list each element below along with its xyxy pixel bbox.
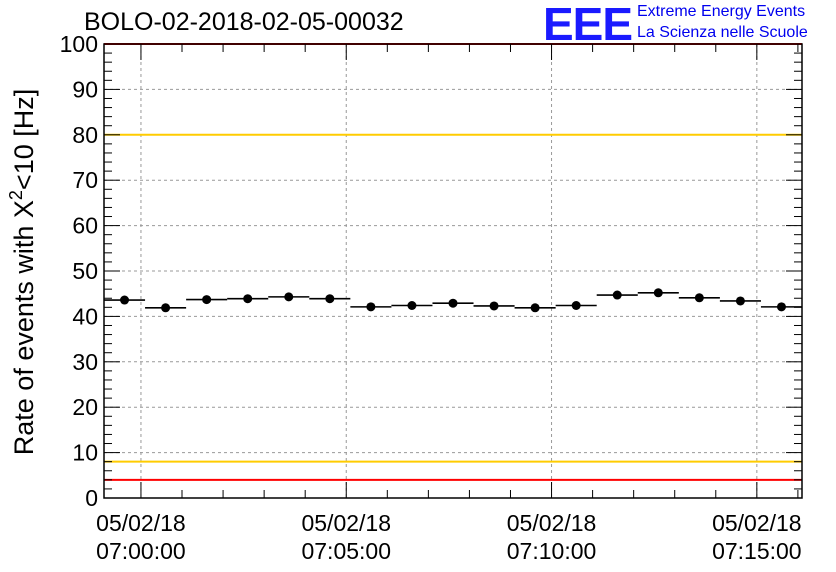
y-tick-label: 90 <box>72 76 98 102</box>
data-point <box>350 302 392 312</box>
data-points <box>104 288 802 313</box>
data-point <box>309 294 351 304</box>
data-point <box>391 301 433 311</box>
data-point <box>473 301 515 311</box>
plot-title: BOLO-02-2018-02-05-00032 <box>84 8 404 36</box>
y-tick-label: 100 <box>60 31 98 57</box>
y-tick-label: 80 <box>72 122 98 148</box>
x-tick-time: 07:15:00 <box>712 538 802 564</box>
x-tick-time: 07:05:00 <box>301 538 391 564</box>
eee-logo-line2: La Scienza nelle Scuole <box>637 24 808 41</box>
point-marker <box>202 295 212 305</box>
y-tick-label: 0 <box>85 485 98 511</box>
grid-layer <box>104 44 802 498</box>
data-point <box>637 288 679 298</box>
x-tick-date: 05/02/18 <box>96 510 186 536</box>
point-marker <box>407 301 417 311</box>
eee-logo-line1: Extreme Energy Events <box>637 3 806 20</box>
y-axis-title: Rate of events with X2<10 [Hz] <box>6 89 39 455</box>
data-point <box>227 294 269 304</box>
data-point <box>268 292 310 302</box>
y-tick-label: 70 <box>72 167 98 193</box>
point-marker <box>694 293 704 303</box>
data-point <box>678 293 720 303</box>
data-point <box>514 303 556 313</box>
data-point <box>186 295 228 305</box>
point-marker <box>325 294 335 304</box>
point-marker <box>161 303 171 313</box>
point-marker <box>489 301 499 311</box>
eee-logo: EEE Extreme Energy Events La Scienza nel… <box>541 0 831 50</box>
point-marker <box>284 292 294 302</box>
x-tick-date: 05/02/18 <box>712 510 802 536</box>
x-tick-time: 07:10:00 <box>507 538 597 564</box>
x-tick-date: 05/02/18 <box>507 510 597 536</box>
point-marker <box>243 294 253 304</box>
point-marker <box>120 295 130 305</box>
point-marker <box>653 288 663 298</box>
y-tick-label: 40 <box>72 303 98 329</box>
data-point <box>145 303 187 313</box>
y-tick-label: 30 <box>72 349 98 375</box>
y-tick-labels: 0 10 20 30 40 50 60 70 80 90 100 <box>60 31 98 511</box>
point-marker <box>448 298 458 308</box>
data-point <box>104 295 146 305</box>
x-tick-time: 07:00:00 <box>96 538 186 564</box>
data-point <box>555 301 597 311</box>
point-marker <box>612 290 622 300</box>
data-point <box>596 290 638 300</box>
eee-logo-mark: EEE <box>543 0 633 50</box>
data-point <box>719 296 761 306</box>
point-marker <box>530 303 540 313</box>
point-marker <box>571 301 581 311</box>
x-tick-labels: 05/02/1807:00:0005/02/1807:05:0005/02/18… <box>96 510 801 564</box>
y-tick-label: 50 <box>72 258 98 284</box>
data-point <box>432 298 474 308</box>
point-marker <box>735 296 745 306</box>
x-tick-date: 05/02/18 <box>301 510 391 536</box>
y-tick-label: 60 <box>72 213 98 239</box>
reference-lines <box>104 43 802 481</box>
y-tick-label: 20 <box>72 394 98 420</box>
y-tick-label: 10 <box>72 440 98 466</box>
point-marker <box>776 302 786 312</box>
point-marker <box>366 302 376 312</box>
axis-ticks <box>104 43 802 499</box>
